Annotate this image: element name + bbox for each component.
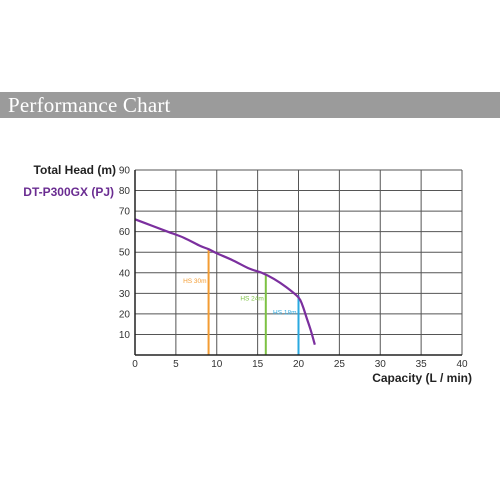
series-layer [134, 218, 316, 346]
y-tick-label-20: 20 [119, 309, 131, 320]
x-tick-label-15: 15 [252, 359, 264, 370]
y-tick-label-40: 40 [119, 268, 131, 279]
series-line-1 [134, 218, 316, 346]
y-tick-label-80: 80 [119, 186, 131, 197]
x-tick-label-25: 25 [334, 359, 346, 370]
grid-lines [135, 169, 463, 355]
x-tick-label-10: 10 [211, 359, 223, 370]
y-tick-label-50: 50 [119, 248, 131, 259]
y-tick-label-30: 30 [119, 289, 131, 300]
axes-layer [134, 170, 462, 356]
series-legend-label: DT-P300GX (PJ) [23, 185, 114, 199]
annotation-lines: HS 30m HS 24m HS 18m [183, 249, 300, 355]
chart-title: Performance Chart [8, 93, 171, 117]
x-tick-label-30: 30 [375, 359, 387, 370]
y-tick-label-10: 10 [119, 330, 131, 341]
y-tick-label-90: 90 [119, 166, 131, 177]
y-tick-label-70: 70 [119, 207, 131, 218]
chart-title-banner: Performance Chart [0, 92, 500, 118]
tick-labels: 0 5 10 15 20 25 30 35 40 10 20 30 40 50 60 70 80 90 [119, 166, 468, 371]
y-axis-title: Total Head (m) [34, 163, 116, 177]
annotation-label-3: HS 18m [273, 309, 296, 316]
annotation-label-1: HS 30m [183, 278, 206, 285]
annotation-label-2: HS 24m [240, 295, 263, 302]
x-tick-label-5: 5 [173, 359, 179, 370]
y-tick-label-60: 60 [119, 227, 131, 238]
x-tick-label-35: 35 [416, 359, 428, 370]
x-tick-label-20: 20 [293, 359, 305, 370]
x-tick-label-0: 0 [132, 359, 138, 370]
x-axis-title: Capacity (L / min) [372, 371, 472, 385]
x-tick-label-40: 40 [456, 359, 468, 370]
